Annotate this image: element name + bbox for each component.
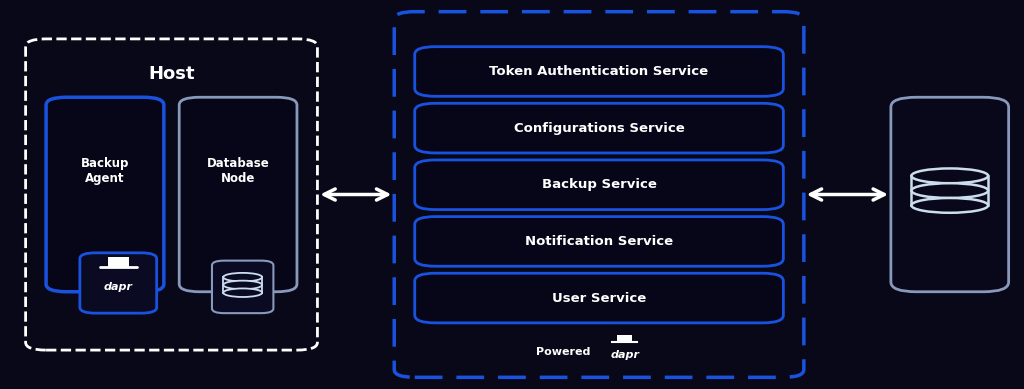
FancyBboxPatch shape xyxy=(46,97,164,292)
Ellipse shape xyxy=(223,281,262,289)
Text: Notification Service: Notification Service xyxy=(525,235,673,248)
Text: Backup Service: Backup Service xyxy=(542,178,656,191)
Text: Configurations Service: Configurations Service xyxy=(514,122,684,135)
Ellipse shape xyxy=(911,198,988,213)
FancyBboxPatch shape xyxy=(223,277,262,293)
Text: User Service: User Service xyxy=(552,291,646,305)
Text: Host: Host xyxy=(148,65,195,83)
Ellipse shape xyxy=(223,289,262,297)
Text: Token Authentication Service: Token Authentication Service xyxy=(489,65,709,78)
FancyBboxPatch shape xyxy=(415,217,783,266)
Text: Database
Node: Database Node xyxy=(207,157,269,185)
FancyBboxPatch shape xyxy=(415,160,783,210)
Ellipse shape xyxy=(911,168,988,183)
Text: dapr: dapr xyxy=(610,350,639,360)
FancyBboxPatch shape xyxy=(891,97,1009,292)
FancyBboxPatch shape xyxy=(179,97,297,292)
FancyBboxPatch shape xyxy=(415,273,783,323)
Text: dapr: dapr xyxy=(103,282,133,292)
Text: Backup
Agent: Backup Agent xyxy=(81,157,129,185)
FancyBboxPatch shape xyxy=(911,176,988,205)
FancyBboxPatch shape xyxy=(109,257,129,268)
FancyBboxPatch shape xyxy=(415,103,783,153)
FancyBboxPatch shape xyxy=(80,253,157,313)
FancyBboxPatch shape xyxy=(212,261,273,313)
Ellipse shape xyxy=(911,183,988,198)
Ellipse shape xyxy=(223,273,262,282)
FancyBboxPatch shape xyxy=(415,47,783,96)
Text: Powered: Powered xyxy=(536,347,591,357)
FancyBboxPatch shape xyxy=(617,335,632,342)
